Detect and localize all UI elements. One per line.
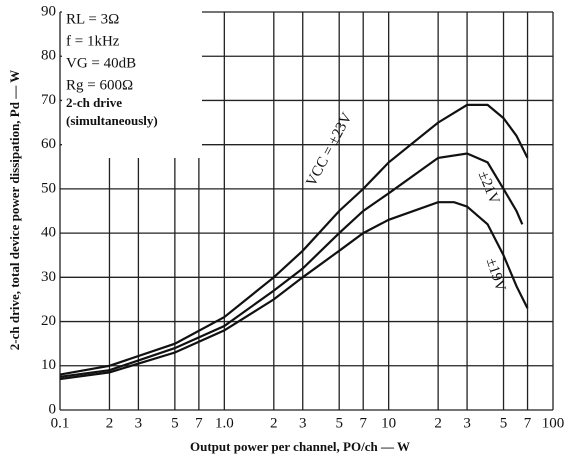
annotation: f = 1kHz: [66, 33, 120, 49]
line-series: [59, 201, 529, 381]
y-tick-label: 90: [41, 3, 56, 19]
x-tick-label: 7: [524, 415, 532, 431]
series-label: VCC = ±23V: [303, 110, 355, 189]
y-tick-label: 70: [41, 92, 56, 108]
x-tick-label: 100: [542, 415, 565, 431]
y-axis-label: 2-ch drive, total device power dissipati…: [7, 70, 22, 350]
x-tick-label: 2: [270, 415, 278, 431]
x-tick-label: 10: [381, 415, 396, 431]
y-tick-label: 10: [41, 357, 56, 373]
line-series: [59, 152, 524, 378]
x-tick-label: 2: [106, 415, 114, 431]
y-tick-label: 0: [49, 401, 57, 417]
y-tick-label: 40: [41, 225, 56, 241]
y-tick-label: 30: [41, 269, 56, 285]
annotation: RL = 3Ω: [66, 11, 119, 27]
x-tick-label: 3: [463, 415, 471, 431]
x-tick-label: 3: [135, 415, 143, 431]
x-tick-label: 5: [335, 415, 343, 431]
x-tick-label: 7: [195, 415, 203, 431]
series-label: ±19V: [483, 256, 509, 294]
x-tick-label: 3: [299, 415, 307, 431]
x-tick-label: 5: [171, 415, 179, 431]
x-axis-label: Output power per channel, PO/ch — W: [190, 439, 410, 454]
x-tick-label: 5: [500, 415, 508, 431]
annotation: VG = 40dB: [66, 55, 136, 71]
x-tick-label: 2: [434, 415, 442, 431]
series-label: ±21V: [475, 169, 503, 207]
x-tick-label: 7: [359, 415, 367, 431]
x-tick-label: 1.0: [215, 415, 234, 431]
annotation: Rg = 600Ω: [66, 77, 133, 93]
y-tick-label: 60: [41, 136, 56, 152]
annotation: 2-ch drive: [66, 95, 122, 110]
annotation-box: [62, 8, 202, 158]
annotation: (simultaneously): [66, 113, 158, 128]
y-tick-label: 50: [41, 180, 56, 196]
y-tick-label: 20: [41, 313, 56, 329]
x-tick-label: 0.1: [51, 415, 70, 431]
line-series: [59, 103, 529, 376]
y-tick-label: 80: [41, 48, 56, 64]
